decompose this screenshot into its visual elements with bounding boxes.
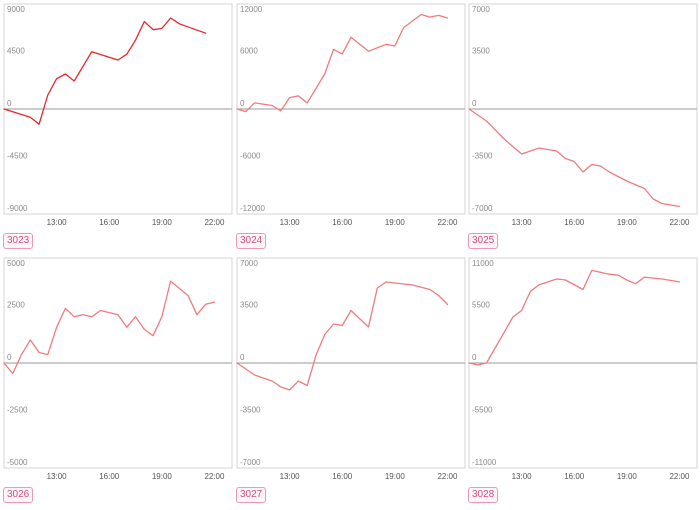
x-tick-label: 13:00: [512, 472, 533, 481]
x-tick-label: 13:00: [47, 218, 68, 227]
series-line: [236, 281, 449, 391]
x-tick-label: 16:00: [332, 472, 353, 481]
chart-panel-3027: 7000 3500 0 -3500 -7000 13:00 16:00 19:00 22:00 …: [236, 256, 468, 510]
y-tick-label: 5500: [472, 301, 490, 310]
y-tick-label: 7000: [472, 5, 490, 14]
series-line: [3, 17, 207, 125]
line-chart-3026: 5000 2500 0 -2500 -5000 13:00 16:00 19:00 22:00: [3, 257, 233, 481]
x-tick-label: 19:00: [152, 472, 173, 481]
y-tick-label: 0: [7, 99, 12, 108]
y-tick-label: -9000: [7, 204, 28, 213]
product-badge-3027[interactable]: 3027: [236, 487, 267, 503]
x-tick-label: 16:00: [99, 218, 120, 227]
x-tick-label: 19:00: [385, 218, 406, 227]
x-tick-label: 19:00: [152, 218, 173, 227]
y-tick-label: 3500: [240, 301, 258, 310]
x-tick-label: 16:00: [564, 472, 585, 481]
x-tick-label: 19:00: [617, 472, 638, 481]
line-chart-3027: 7000 3500 0 -3500 -7000 13:00 16:00 19:00 22:00: [236, 257, 466, 481]
x-tick-label: 16:00: [564, 218, 585, 227]
series-line: [468, 269, 681, 366]
y-tick-label: -5000: [7, 458, 28, 467]
y-tick-label: 7000: [240, 259, 258, 268]
y-tick-label: 0: [472, 99, 477, 108]
y-tick-label: 2500: [7, 301, 25, 310]
product-badge-3028[interactable]: 3028: [468, 487, 499, 503]
product-badge-3026[interactable]: 3026: [3, 487, 34, 503]
x-tick-label: 13:00: [512, 218, 533, 227]
y-tick-label: -12000: [240, 204, 265, 213]
y-tick-label: -7000: [240, 458, 261, 467]
product-badge-3023[interactable]: 3023: [3, 233, 34, 249]
y-tick-label: -6000: [240, 152, 261, 161]
line-chart-3024: 12000 6000 0 -6000 -12000 13:00 16:00 19:00 22:0…: [236, 3, 466, 227]
y-tick-label: -3500: [240, 406, 261, 415]
y-tick-label: 12000: [240, 5, 263, 14]
y-tick-label: 9000: [7, 5, 25, 14]
y-tick-label: -2500: [7, 406, 28, 415]
y-tick-label: 0: [7, 353, 12, 362]
series-line: [236, 13, 449, 113]
x-tick-label: 19:00: [385, 472, 406, 481]
y-tick-label: -5500: [472, 406, 493, 415]
series-line: [3, 280, 216, 375]
product-badge-3024[interactable]: 3024: [236, 233, 267, 249]
line-chart-3028: 11000 5500 0 -5500 -11000 13:00 16:00 19:00 22:0…: [468, 257, 698, 481]
chart-panel-3023: 9000 4500 0 -4500 -9000 13:00 16:00 19:00 22:00 …: [3, 2, 235, 256]
y-tick-label: 4500: [7, 47, 25, 56]
x-tick-label: 22:00: [204, 472, 225, 481]
x-tick-label: 22:00: [669, 472, 690, 481]
chart-panel-3028: 11000 5500 0 -5500 -11000 13:00 16:00 19:00 22:0…: [468, 256, 700, 510]
x-tick-label: 13:00: [280, 218, 301, 227]
y-tick-label: 5000: [7, 259, 25, 268]
x-tick-label: 16:00: [99, 472, 120, 481]
x-tick-label: 13:00: [47, 472, 68, 481]
x-tick-label: 22:00: [669, 218, 690, 227]
x-tick-label: 22:00: [204, 218, 225, 227]
y-tick-label: 0: [240, 99, 245, 108]
x-tick-label: 22:00: [437, 472, 458, 481]
y-tick-label: 0: [472, 353, 477, 362]
chart-panel-3024: 12000 6000 0 -6000 -12000 13:00 16:00 19:00 22:0…: [236, 2, 468, 256]
y-tick-label: -4500: [7, 152, 28, 161]
line-chart-3025: 7000 3500 0 -3500 -7000 13:00 16:00 19:00 22:00: [468, 3, 698, 227]
y-tick-label: -7000: [472, 204, 493, 213]
y-tick-label: 6000: [240, 47, 258, 56]
y-tick-label: -3500: [472, 152, 493, 161]
line-chart-3023: 9000 4500 0 -4500 -9000 13:00 16:00 19:00 22:00: [3, 3, 233, 227]
product-badge-3025[interactable]: 3025: [468, 233, 499, 249]
y-tick-label: 0: [240, 353, 245, 362]
series-line: [468, 108, 681, 208]
chart-panel-3026: 5000 2500 0 -2500 -5000 13:00 16:00 19:00 22:00 …: [3, 256, 235, 510]
x-tick-label: 22:00: [437, 218, 458, 227]
y-tick-label: 3500: [472, 47, 490, 56]
x-tick-label: 16:00: [332, 218, 353, 227]
chart-panel-3025: 7000 3500 0 -3500 -7000 13:00 16:00 19:00 22:00 …: [468, 2, 700, 256]
y-tick-label: 11000: [472, 259, 494, 268]
x-tick-label: 19:00: [617, 218, 638, 227]
y-tick-label: -11000: [472, 458, 497, 467]
x-tick-label: 13:00: [280, 472, 301, 481]
